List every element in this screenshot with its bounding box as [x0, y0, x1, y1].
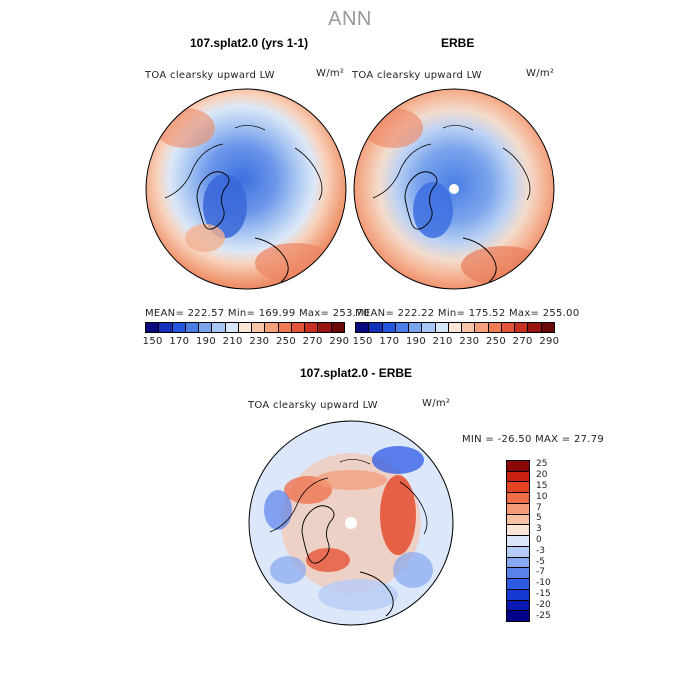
panel-1-variable-label: TOA clearsky upward LW	[145, 70, 275, 81]
colorbar-tick-label: 20	[536, 470, 548, 481]
colorbar-cell	[448, 323, 463, 332]
colorbar-cell	[488, 323, 502, 332]
colorbar-tick-label: 290	[539, 336, 560, 347]
colorbar-tick-label: -5	[536, 556, 545, 567]
colorbar-tick-label: -3	[536, 545, 545, 556]
panel-2-variable-label: TOA clearsky upward LW	[352, 70, 482, 81]
colorbar-cell	[475, 323, 489, 332]
colorbar-cell	[507, 556, 529, 568]
colorbar-cell	[507, 513, 529, 525]
panel-2-polar-map	[353, 88, 555, 290]
colorbar-tick-label: -15	[536, 589, 551, 599]
colorbar-tick-label: 290	[329, 336, 350, 347]
colorbar-cell	[356, 323, 370, 332]
colorbar-cell	[252, 323, 266, 332]
colorbar-tick-label: 7	[536, 502, 542, 513]
colorbar-tick-label: 270	[512, 336, 533, 347]
colorbar-cell	[507, 460, 529, 471]
colorbar-cell	[318, 323, 332, 332]
colorbar-tick-label: 150	[142, 336, 163, 347]
panel-2-colorbar	[355, 322, 555, 333]
colorbar-cell	[278, 323, 292, 332]
colorbar-cell	[507, 492, 529, 503]
colorbar-tick-label: 270	[302, 336, 323, 347]
colorbar-cell	[238, 323, 253, 332]
colorbar-cell	[212, 323, 226, 332]
colorbar-tick-label: 230	[459, 336, 480, 347]
diff-panel-title: 107.splat2.0 - ERBE	[300, 366, 413, 380]
colorbar-tick-label: 3	[536, 524, 542, 535]
colorbar-cell	[159, 323, 173, 332]
colorbar-cell	[507, 578, 529, 589]
colorbar-cell	[291, 323, 306, 332]
colorbar-tick-label: 190	[196, 336, 216, 347]
colorbar-cell	[462, 323, 476, 332]
colorbar-cell	[369, 323, 383, 332]
colorbar-cell	[507, 502, 529, 514]
colorbar-tick-label: 230	[249, 336, 270, 347]
colorbar-cell	[507, 567, 529, 579]
colorbar-cell	[507, 588, 529, 600]
colorbar-cell	[409, 323, 423, 332]
colorbar-tick-label: 170	[169, 336, 190, 347]
colorbar-cell	[265, 323, 279, 332]
colorbar-cell	[185, 323, 200, 332]
diff-panel-polar-map	[248, 420, 454, 626]
colorbar-tick-label: 250	[486, 336, 506, 347]
colorbar-cell	[507, 470, 529, 482]
colorbar-cell	[305, 323, 319, 332]
colorbar-tick-label: -20	[536, 599, 551, 610]
colorbar-cell	[199, 323, 213, 332]
colorbar-cell	[172, 323, 186, 332]
colorbar-tick-label: -10	[536, 578, 551, 589]
panel-2-stats: MEAN= 222.22 Min= 175.52 Max= 255.00	[355, 308, 580, 319]
colorbar-cell	[422, 323, 436, 332]
colorbar-tick-label: 150	[352, 336, 373, 347]
diff-panel-variable-label: TOA clearsky upward LW	[248, 400, 378, 411]
colorbar-tick-label: 0	[536, 535, 542, 545]
colorbar-cell	[515, 323, 529, 332]
colorbar-tick-label: -7	[536, 567, 545, 578]
diff-panel-minmax: MIN = -26.50 MAX = 27.79	[462, 434, 605, 445]
colorbar-cell	[331, 323, 344, 332]
panel-1-stats: MEAN= 222.57 Min= 169.99 Max= 253.70	[145, 308, 370, 319]
colorbar-tick-label: 210	[222, 336, 243, 347]
colorbar-cell	[541, 323, 554, 332]
panel-1-units-label: W/m²	[316, 68, 345, 79]
colorbar-tick-label: 170	[379, 336, 400, 347]
diff-panel-units-label: W/m²	[422, 398, 451, 409]
colorbar-tick-label: 190	[406, 336, 426, 347]
figure-title: ANN	[328, 8, 372, 30]
colorbar-cell	[435, 323, 449, 332]
colorbar-tick-label: 15	[536, 481, 548, 491]
colorbar-tick-label: 5	[536, 513, 542, 524]
panel-2-title: ERBE	[441, 36, 475, 50]
colorbar-cell	[507, 610, 529, 621]
colorbar-cell	[395, 323, 410, 332]
panel-2-units-label: W/m²	[526, 68, 555, 79]
colorbar-tick-label: 250	[276, 336, 296, 347]
colorbar-tick-label: -25	[536, 610, 551, 621]
colorbar-tick-label: 10	[536, 491, 548, 502]
colorbar-cell	[528, 323, 542, 332]
colorbar-cell	[507, 481, 529, 493]
colorbar-cell	[507, 599, 529, 611]
colorbar-cell	[225, 323, 239, 332]
colorbar-cell	[382, 323, 396, 332]
colorbar-tick-label: 210	[432, 336, 453, 347]
diff-panel-colorbar	[506, 460, 530, 622]
colorbar-tick-label: 25	[536, 459, 548, 470]
panel-1-title: 107.splat2.0 (yrs 1-1)	[190, 36, 309, 50]
colorbar-cell	[507, 524, 529, 536]
colorbar-cell	[507, 535, 529, 546]
colorbar-cell	[507, 545, 529, 557]
colorbar-cell	[146, 323, 160, 332]
panel-1-colorbar	[145, 322, 345, 333]
colorbar-cell	[501, 323, 516, 332]
panel-1-polar-map	[145, 88, 347, 290]
